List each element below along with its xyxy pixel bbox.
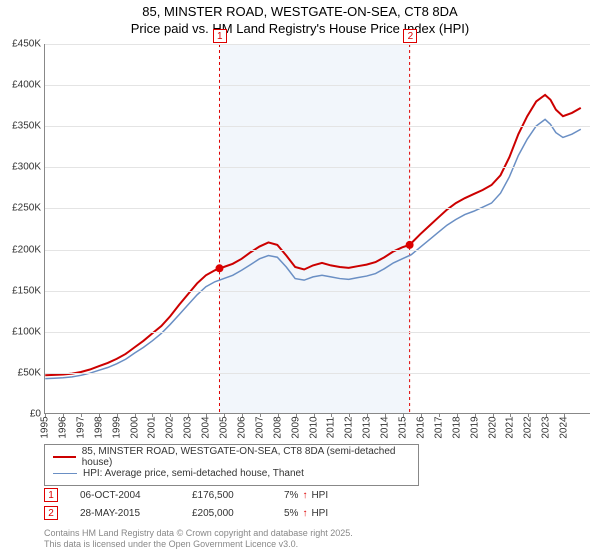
y-gridline <box>45 85 590 86</box>
y-gridline <box>45 373 590 374</box>
x-axis-label: 2023 <box>541 416 552 438</box>
x-axis-label: 1998 <box>93 416 104 438</box>
y-axis-label: £0 <box>1 409 41 420</box>
x-axis-label: 2004 <box>201 416 212 438</box>
legend-swatch-price-paid <box>53 456 76 458</box>
x-axis-label: 2024 <box>559 416 570 438</box>
x-axis-label: 2007 <box>254 416 265 438</box>
y-axis-label: £300K <box>1 162 41 173</box>
x-axis-label: 2012 <box>344 416 355 438</box>
y-axis-label: £50K <box>1 367 41 378</box>
event-row: 1 06-OCT-2004 £176,500 7% ↑ HPI <box>44 486 590 504</box>
footnote: Contains HM Land Registry data © Crown c… <box>44 528 353 551</box>
y-gridline <box>45 250 590 251</box>
chart-plot-area: £0£50K£100K£150K£200K£250K£300K£350K£400… <box>44 44 590 414</box>
x-axis-label: 2006 <box>236 416 247 438</box>
event-price: £205,000 <box>192 508 262 519</box>
x-axis-label: 2015 <box>398 416 409 438</box>
y-axis-label: £450K <box>1 39 41 50</box>
event-delta-pct: 7% <box>284 490 298 501</box>
sale-dot <box>406 241 414 249</box>
x-axis-label: 2003 <box>183 416 194 438</box>
x-axis-label: 1996 <box>57 416 68 438</box>
x-axis-label: 1997 <box>75 416 86 438</box>
x-axis-label: 1999 <box>111 416 122 438</box>
chart-svg <box>45 44 590 413</box>
x-axis-label: 2010 <box>308 416 319 438</box>
event-delta: 7% ↑ HPI <box>284 490 328 501</box>
title-block: 85, MINSTER ROAD, WESTGATE-ON-SEA, CT8 8… <box>0 0 600 36</box>
y-gridline <box>45 208 590 209</box>
x-axis-label: 2001 <box>147 416 158 438</box>
x-axis-label: 2013 <box>362 416 373 438</box>
x-axis-label: 2014 <box>380 416 391 438</box>
x-axis-label: 2022 <box>523 416 534 438</box>
y-gridline <box>45 126 590 127</box>
y-gridline <box>45 167 590 168</box>
y-axis-label: £250K <box>1 203 41 214</box>
x-axis-label: 1995 <box>40 416 51 438</box>
event-marker-badge: 1 <box>213 29 227 43</box>
title-line-1: 85, MINSTER ROAD, WESTGATE-ON-SEA, CT8 8… <box>0 4 600 19</box>
y-axis-label: £200K <box>1 244 41 255</box>
title-line-2: Price paid vs. HM Land Registry's House … <box>0 21 600 36</box>
event-delta-vs: HPI <box>311 490 328 501</box>
event-row: 2 28-MAY-2015 £205,000 5% ↑ HPI <box>44 504 590 522</box>
event-price: £176,500 <box>192 490 262 501</box>
footnote-line-1: Contains HM Land Registry data © Crown c… <box>44 528 353 539</box>
legend-label-hpi: HPI: Average price, semi-detached house,… <box>83 468 304 479</box>
x-axis-label: 2011 <box>326 417 337 439</box>
y-gridline <box>45 291 590 292</box>
event-delta: 5% ↑ HPI <box>284 508 328 519</box>
x-axis-label: 2002 <box>165 416 176 438</box>
y-axis-label: £400K <box>1 80 41 91</box>
x-axis-label: 2017 <box>433 416 444 438</box>
footnote-line-2: This data is licensed under the Open Gov… <box>44 539 353 550</box>
y-axis-label: £100K <box>1 326 41 337</box>
event-delta-pct: 5% <box>284 508 298 519</box>
x-axis-label: 2018 <box>451 416 462 438</box>
arrow-up-icon: ↑ <box>302 508 307 519</box>
y-gridline <box>45 44 590 45</box>
sale-dot <box>215 264 223 272</box>
shaded-band <box>219 44 409 413</box>
arrow-up-icon: ↑ <box>302 490 307 501</box>
legend-swatch-hpi <box>53 473 77 474</box>
y-gridline <box>45 332 590 333</box>
event-date: 28-MAY-2015 <box>80 508 170 519</box>
event-marker-badge: 2 <box>403 29 417 43</box>
legend-label-price-paid: 85, MINSTER ROAD, WESTGATE-ON-SEA, CT8 8… <box>82 446 410 468</box>
y-axis-label: £350K <box>1 121 41 132</box>
x-axis-label: 2005 <box>219 416 230 438</box>
x-axis-label: 2009 <box>290 416 301 438</box>
x-axis-label: 2008 <box>272 416 283 438</box>
x-axis-label: 2000 <box>129 416 140 438</box>
event-date: 06-OCT-2004 <box>80 490 170 501</box>
x-axis-label: 2019 <box>469 416 480 438</box>
event-badge: 2 <box>44 506 58 520</box>
y-axis-label: £150K <box>1 285 41 296</box>
legend-row-price-paid: 85, MINSTER ROAD, WESTGATE-ON-SEA, CT8 8… <box>53 449 410 465</box>
x-axis-label: 2021 <box>505 416 516 438</box>
event-delta-vs: HPI <box>311 508 328 519</box>
chart-container: 85, MINSTER ROAD, WESTGATE-ON-SEA, CT8 8… <box>0 0 600 560</box>
x-axis-label: 2020 <box>487 416 498 438</box>
event-badge: 1 <box>44 488 58 502</box>
x-axis-label: 2016 <box>415 416 426 438</box>
legend-box: 85, MINSTER ROAD, WESTGATE-ON-SEA, CT8 8… <box>44 444 419 486</box>
sale-events-block: 1 06-OCT-2004 £176,500 7% ↑ HPI 2 28-MAY-2015 £2… <box>44 486 590 522</box>
